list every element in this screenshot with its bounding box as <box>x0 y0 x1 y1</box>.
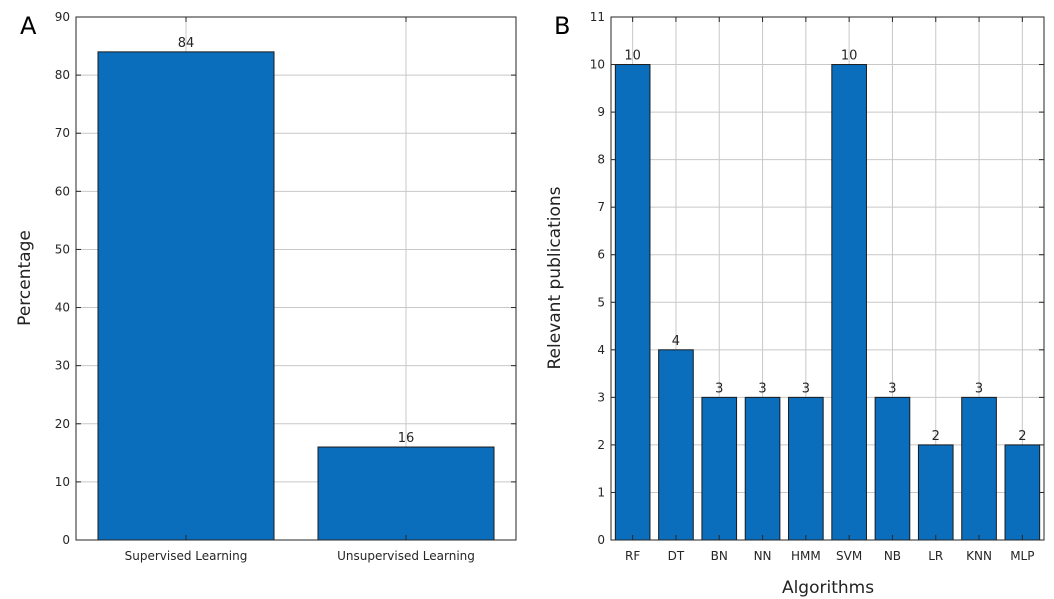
chart-b-x-tick-label: RF <box>625 549 640 563</box>
chart-b-data-label: 10 <box>624 49 641 64</box>
chart-b-x-tick-label: LR <box>928 549 943 563</box>
chart-a: Percentage 84 16 0 10 20 30 40 50 60 70 80 90 Superv… <box>15 10 517 563</box>
chart-b-data-label: 3 <box>975 381 983 396</box>
chart-a-y-tick-label: 50 <box>55 242 70 256</box>
chart-b-x-tick-label: HMM <box>791 549 821 563</box>
chart-b-bar <box>917 444 954 541</box>
chart-b-y-tick-label: 0 <box>597 533 605 547</box>
chart-b-bar <box>1004 444 1041 541</box>
chart-b-x-tick-label: NB <box>884 549 901 563</box>
chart-b-y-tick-label: 11 <box>590 10 605 24</box>
chart-b-y-tick-label: 4 <box>597 343 605 357</box>
chart-a-y-tick-label: 60 <box>55 184 70 198</box>
chart-b-x-tick-label: DT <box>668 549 685 563</box>
chart-b-x-axis-title: Algorithms <box>782 578 874 598</box>
chart-b-bar <box>614 64 651 541</box>
chart-b-y-tick-label: 10 <box>590 58 605 72</box>
chart-a-data-label: 16 <box>398 431 415 446</box>
chart-b-y-tick-label: 8 <box>597 153 605 167</box>
chart-a-x-tick-label: Unsupervised Learning <box>337 549 475 563</box>
chart-a-bar <box>317 446 495 541</box>
chart-a-y-tick-label: 30 <box>55 359 70 373</box>
chart-a-y-tick-label: 0 <box>62 533 70 547</box>
chart-a-axes-box <box>75 16 517 541</box>
chart-a-y-tick-label: 10 <box>55 475 70 489</box>
chart-a-y-tick-label: 90 <box>55 10 70 24</box>
panel-b-letter: B <box>554 12 570 40</box>
chart-b-data-label: 3 <box>715 381 723 396</box>
chart-b-data-label: 4 <box>672 334 680 349</box>
chart-b-x-tick-label: MLP <box>1010 549 1034 563</box>
chart-b-y-tick-label: 5 <box>597 295 605 309</box>
chart-b-bar <box>658 349 694 541</box>
chart-b-bar <box>874 396 911 541</box>
chart-a-bar <box>97 51 275 541</box>
chart-b-data-label: 3 <box>758 381 766 396</box>
chart-b-x-tick-label: BN <box>711 549 728 563</box>
chart-b-y-tick-label: 7 <box>597 200 605 214</box>
chart-b-bar <box>831 64 867 541</box>
chart-b-bar <box>744 396 781 541</box>
chart-b-bar <box>701 396 738 541</box>
chart-b-y-tick-label: 6 <box>597 248 605 262</box>
chart-a-x-tick-label: Supervised Learning <box>125 549 248 563</box>
chart-b-data-label: 3 <box>888 381 896 396</box>
chart-a-data-label: 84 <box>178 36 195 51</box>
chart-b-x-tick-label: KNN <box>966 549 992 563</box>
chart-b-axes-box <box>610 16 1045 541</box>
chart-b-bar <box>788 396 824 541</box>
chart-b-y-tick-label: 3 <box>597 390 605 404</box>
chart-a-y-axis-title: Percentage <box>15 230 35 326</box>
chart-b-bar <box>961 396 997 541</box>
chart-a-y-tick-label: 80 <box>55 68 70 82</box>
chart-b-x-tick-label: SVM <box>836 549 862 563</box>
chart-b-y-axis-title: Relevant publications <box>545 186 565 369</box>
chart-b-y-tick-label: 2 <box>597 438 605 452</box>
chart-b-y-tick-label: 1 <box>597 485 605 499</box>
chart-b-data-label: 2 <box>1018 429 1026 444</box>
chart-a-y-tick-label: 70 <box>55 126 70 140</box>
chart-b-data-label: 3 <box>802 381 810 396</box>
panel-a-letter: A <box>20 12 37 40</box>
chart-b-data-label: 2 <box>932 429 940 444</box>
chart-b-y-tick-label: 9 <box>597 105 605 119</box>
chart-a-y-tick-label: 40 <box>55 301 70 315</box>
chart-b-data-label: 10 <box>841 49 858 64</box>
chart-a-y-tick-label: 20 <box>55 417 70 431</box>
chart-b-x-tick-label: NN <box>754 549 772 563</box>
